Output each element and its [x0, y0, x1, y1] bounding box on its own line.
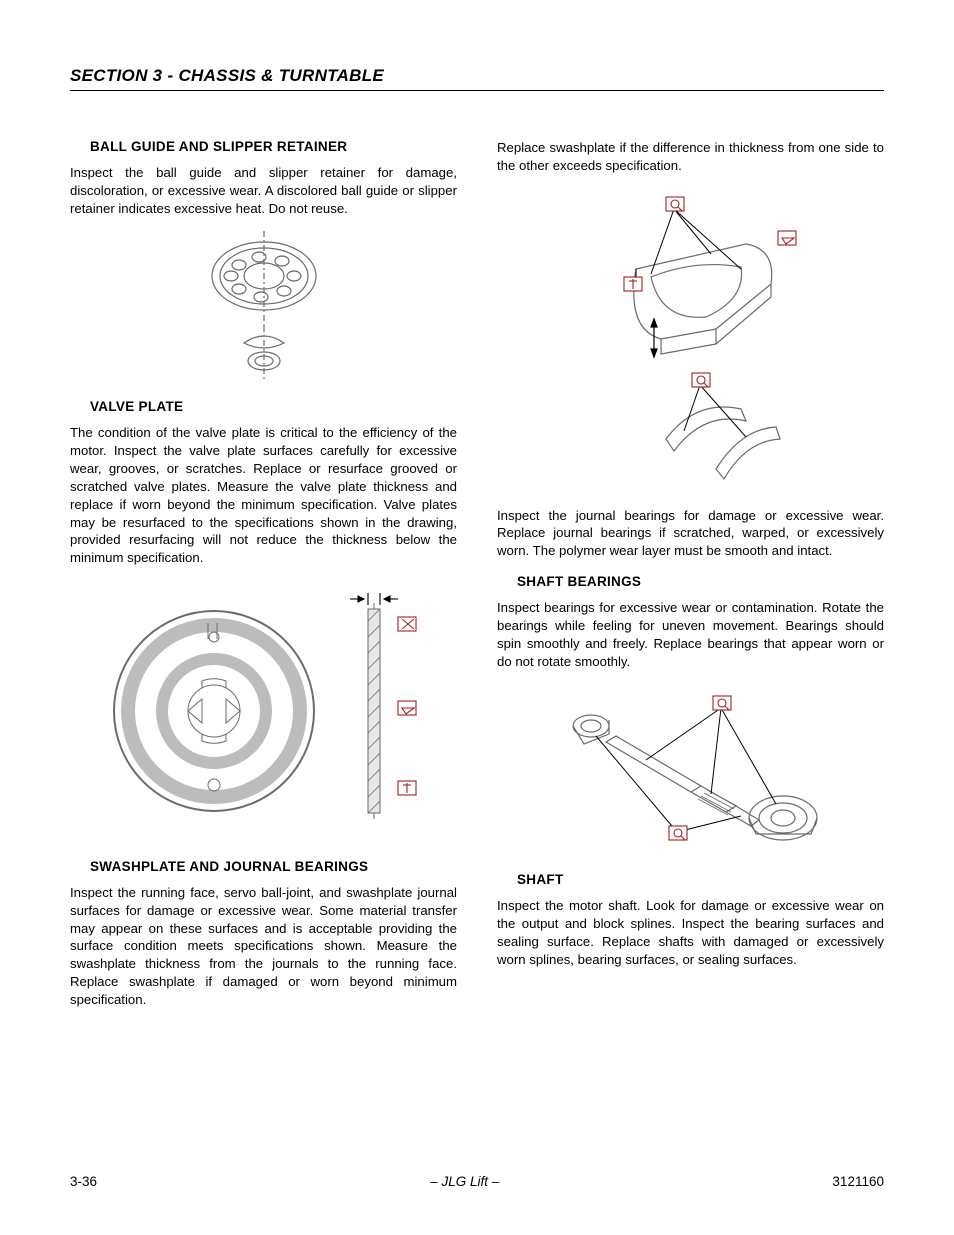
right-column: Replace swashplate if the difference in …	[497, 139, 884, 1023]
page-footer: 3-36 – JLG Lift – 3121160	[70, 1174, 884, 1189]
figure-swashplate	[497, 189, 884, 489]
para-shaft: Inspect the motor shaft. Look for damage…	[497, 897, 884, 968]
left-column: BALL GUIDE AND SLIPPER RETAINER Inspect …	[70, 139, 457, 1023]
para-valve-plate: The condition of the valve plate is crit…	[70, 424, 457, 567]
para-shaft-bearings: Inspect bearings for excessive wear or c…	[497, 599, 884, 670]
heading-shaft: SHAFT	[517, 872, 884, 887]
para-replace-swashplate: Replace swashplate if the difference in …	[497, 139, 884, 175]
para-ball-guide: Inspect the ball guide and slipper retai…	[70, 164, 457, 217]
figure-valve-plate	[70, 581, 457, 841]
para-swashplate: Inspect the running face, servo ball-joi…	[70, 884, 457, 1009]
header-rule	[70, 90, 884, 91]
figure-ball-guide	[70, 231, 457, 381]
footer-doc-number: 3121160	[832, 1174, 884, 1189]
section-header: SECTION 3 - CHASSIS & TURNTABLE	[70, 66, 884, 86]
heading-shaft-bearings: SHAFT BEARINGS	[517, 574, 884, 589]
heading-ball-guide: BALL GUIDE AND SLIPPER RETAINER	[90, 139, 457, 154]
para-journal-bearings: Inspect the journal bearings for damage …	[497, 507, 884, 560]
footer-center: – JLG Lift –	[430, 1174, 499, 1189]
two-column-layout: BALL GUIDE AND SLIPPER RETAINER Inspect …	[70, 139, 884, 1023]
footer-page-number: 3-36	[70, 1174, 97, 1189]
heading-valve-plate: VALVE PLATE	[90, 399, 457, 414]
heading-swashplate: SWASHPLATE AND JOURNAL BEARINGS	[90, 859, 457, 874]
figure-shaft	[497, 684, 884, 854]
